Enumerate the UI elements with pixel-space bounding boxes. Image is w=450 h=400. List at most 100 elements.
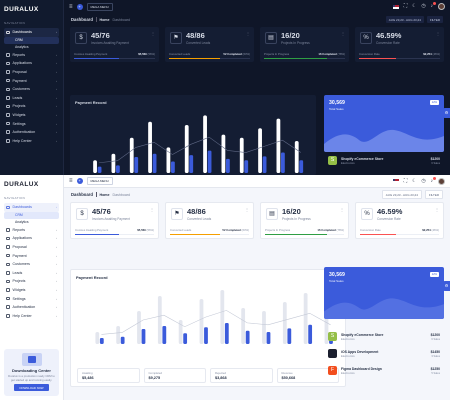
notification-bell-icon[interactable]: ♪ (431, 176, 436, 184)
language-flag-icon[interactable] (392, 179, 399, 183)
product-price-block: $1450 3 Sales (431, 350, 440, 358)
sidebar-item-settings[interactable]: Settings › (4, 294, 59, 303)
sidebar-item-help-center[interactable]: Help Center › (4, 137, 59, 146)
sidebar-item-reports[interactable]: Reports › (4, 51, 59, 60)
menu-toggle-icon[interactable]: ≡ (69, 178, 73, 184)
proposal-icon (6, 245, 10, 249)
chart-bar-series2 (171, 161, 175, 173)
stat-card-footer-value: 52 Completed (63%) (223, 52, 250, 56)
language-flag-icon[interactable] (392, 4, 399, 9)
more-options-icon[interactable]: ⋮ (245, 207, 249, 212)
chevron-right-icon: › (56, 87, 57, 92)
sidebar-item-widgets[interactable]: Widgets › (4, 111, 59, 120)
filter-button[interactable]: FILTER (424, 190, 443, 199)
more-options-icon[interactable]: ⋮ (341, 31, 345, 36)
more-options-icon[interactable]: ⋮ (150, 207, 154, 212)
mega-menu-button[interactable]: MEGA MENU (86, 177, 113, 185)
sidebar-subitem-analytics[interactable]: Analytics (15, 44, 29, 49)
sidebar-item-projects[interactable]: Projects › (4, 277, 59, 286)
sidebar-item-proposal[interactable]: Proposal › (4, 68, 59, 77)
sidebar-item-applications[interactable]: Applications › (4, 59, 59, 68)
leads-icon (6, 271, 10, 275)
apps-grid-button[interactable]: + (76, 178, 83, 184)
user-avatar[interactable] (438, 177, 445, 185)
chart-bar-series2 (189, 155, 194, 173)
sidebar-item-widgets[interactable]: Widgets › (4, 286, 59, 295)
chart-bar-series1 (303, 293, 308, 344)
menu-toggle-icon[interactable]: ≡ (69, 3, 73, 10)
theme-toggle-icon[interactable]: ☾ (412, 178, 417, 184)
sidebar-item-reports[interactable]: Reports › (4, 226, 59, 235)
product-row[interactable]: S Shopify eCommerce Store Electronics $1200… (328, 332, 440, 341)
product-price-block: $1200 6 Sales (431, 333, 440, 341)
date-range-picker[interactable]: AUG 23,23 - AUG 23,24 (385, 16, 424, 23)
sidebar-item-payment[interactable]: Payment › (4, 251, 59, 260)
sidebar-subitem-analytics[interactable]: Analytics (15, 219, 29, 224)
sidebar-item-projects[interactable]: Projects › (4, 102, 59, 111)
sidebar-item-leads[interactable]: Leads › (4, 269, 59, 278)
product-info: iOS Apps Development Electronics (341, 350, 378, 358)
sidebar-item-label: Help Center (12, 313, 32, 318)
download-now-button[interactable]: DOWNLOAD NOW (14, 384, 49, 391)
stat-card-footer-percent: (78%) (336, 228, 344, 232)
sidebar-item-leads[interactable]: Leads › (4, 94, 59, 103)
chevron-right-icon: › (56, 78, 57, 83)
sidebar-item-dashboards[interactable]: Dashboards › (4, 28, 59, 37)
sidebar-item-authentication[interactable]: Authentication › (4, 303, 59, 312)
sidebar-item-customers[interactable]: Customers › (4, 260, 59, 269)
timer-icon[interactable]: ◷ (421, 4, 426, 9)
breadcrumb-home-link[interactable]: Home (99, 192, 110, 197)
sidebar-item-authentication[interactable]: Authentication › (4, 128, 59, 137)
sidebar-item-help-center[interactable]: Help Center › (4, 312, 59, 321)
product-row[interactable]: iOS Apps Development Electronics $1450 3 Sa… (328, 349, 440, 358)
sidebar-item-dashboards[interactable]: Dashboards › (4, 203, 59, 212)
chevron-right-icon: › (56, 205, 57, 210)
more-options-icon[interactable]: ⋮ (435, 207, 439, 212)
fullscreen-icon[interactable]: ⛶ (403, 178, 408, 184)
stat-card: ⚑ 48/86 Converted Leads ⋮ Converted Leads 52 … (165, 27, 254, 62)
projects-icon (6, 104, 10, 109)
more-options-icon[interactable]: ⋮ (151, 31, 155, 36)
product-row[interactable]: F Figma Dashboard Design Electronics $1250 5… (328, 366, 440, 375)
sidebar-item-proposal[interactable]: Proposal › (4, 243, 59, 252)
more-options-icon[interactable]: ⋮ (340, 207, 344, 212)
fullscreen-icon[interactable]: ⛶ (403, 4, 408, 9)
payment-stat: Awaiting $5,486 (77, 368, 140, 383)
breadcrumb-home-link[interactable]: Home (99, 17, 110, 22)
stat-card-footer: Projects In Progress 16 Completed (78%) (265, 228, 344, 232)
apps-grid-button[interactable]: + (76, 3, 83, 10)
stat-card-progress-bar (170, 233, 249, 235)
theme-toggle-icon[interactable]: ☾ (412, 4, 417, 9)
stat-card-progress-bar (265, 233, 344, 235)
sidebar-item-applications[interactable]: Applications › (4, 234, 59, 243)
more-options-icon[interactable]: ⋮ (246, 31, 250, 36)
chevron-right-icon: › (56, 253, 57, 258)
stat-card-footer: Invoices Awaiting Payment $5,569 (56%) (74, 52, 155, 56)
payment-stat-name: Rejected (215, 371, 227, 375)
product-info: Shopify eCommerce Store Electronics (341, 333, 383, 341)
filter-button[interactable]: FILTER (426, 16, 443, 23)
stat-card-value: 46.59% (376, 31, 402, 40)
settings-gear-icon[interactable]: ⚙ (443, 108, 450, 118)
user-avatar[interactable] (438, 3, 445, 10)
product-category: Electronics (341, 353, 355, 358)
payment-stat-value: $9,275 (148, 376, 161, 380)
stat-card-footer: Converted Leads 52 Completed (63%) (169, 52, 250, 56)
sidebar-item-customers[interactable]: Customers › (4, 85, 59, 94)
sidebar-item-payment[interactable]: Payment › (4, 76, 59, 85)
percent-icon: % (361, 208, 373, 220)
sidebar-subitem-crm[interactable]: CRM (4, 36, 59, 44)
sidebar-item-settings[interactable]: Settings › (4, 119, 59, 128)
product-row[interactable]: S Shopify eCommerce Store Electronics $1200… (328, 156, 440, 165)
shopify-icon: S (328, 332, 337, 341)
stat-card-label: Converted Leads (186, 41, 211, 45)
timer-icon[interactable]: ◷ (421, 178, 426, 184)
notification-bell-icon[interactable]: ♪ (431, 2, 436, 9)
settings-gear-icon[interactable]: ⚙ (443, 281, 450, 291)
chart-bar-series2 (266, 332, 271, 344)
date-range-picker[interactable]: AUG 23,23 - AUG 23,24 (381, 190, 422, 199)
mega-menu-button[interactable]: MEGA MENU (86, 2, 113, 11)
stat-card-label: Converted Leads (187, 217, 212, 221)
sidebar-subitem-crm[interactable]: CRM (4, 211, 59, 219)
more-options-icon[interactable]: ⋮ (436, 31, 440, 36)
